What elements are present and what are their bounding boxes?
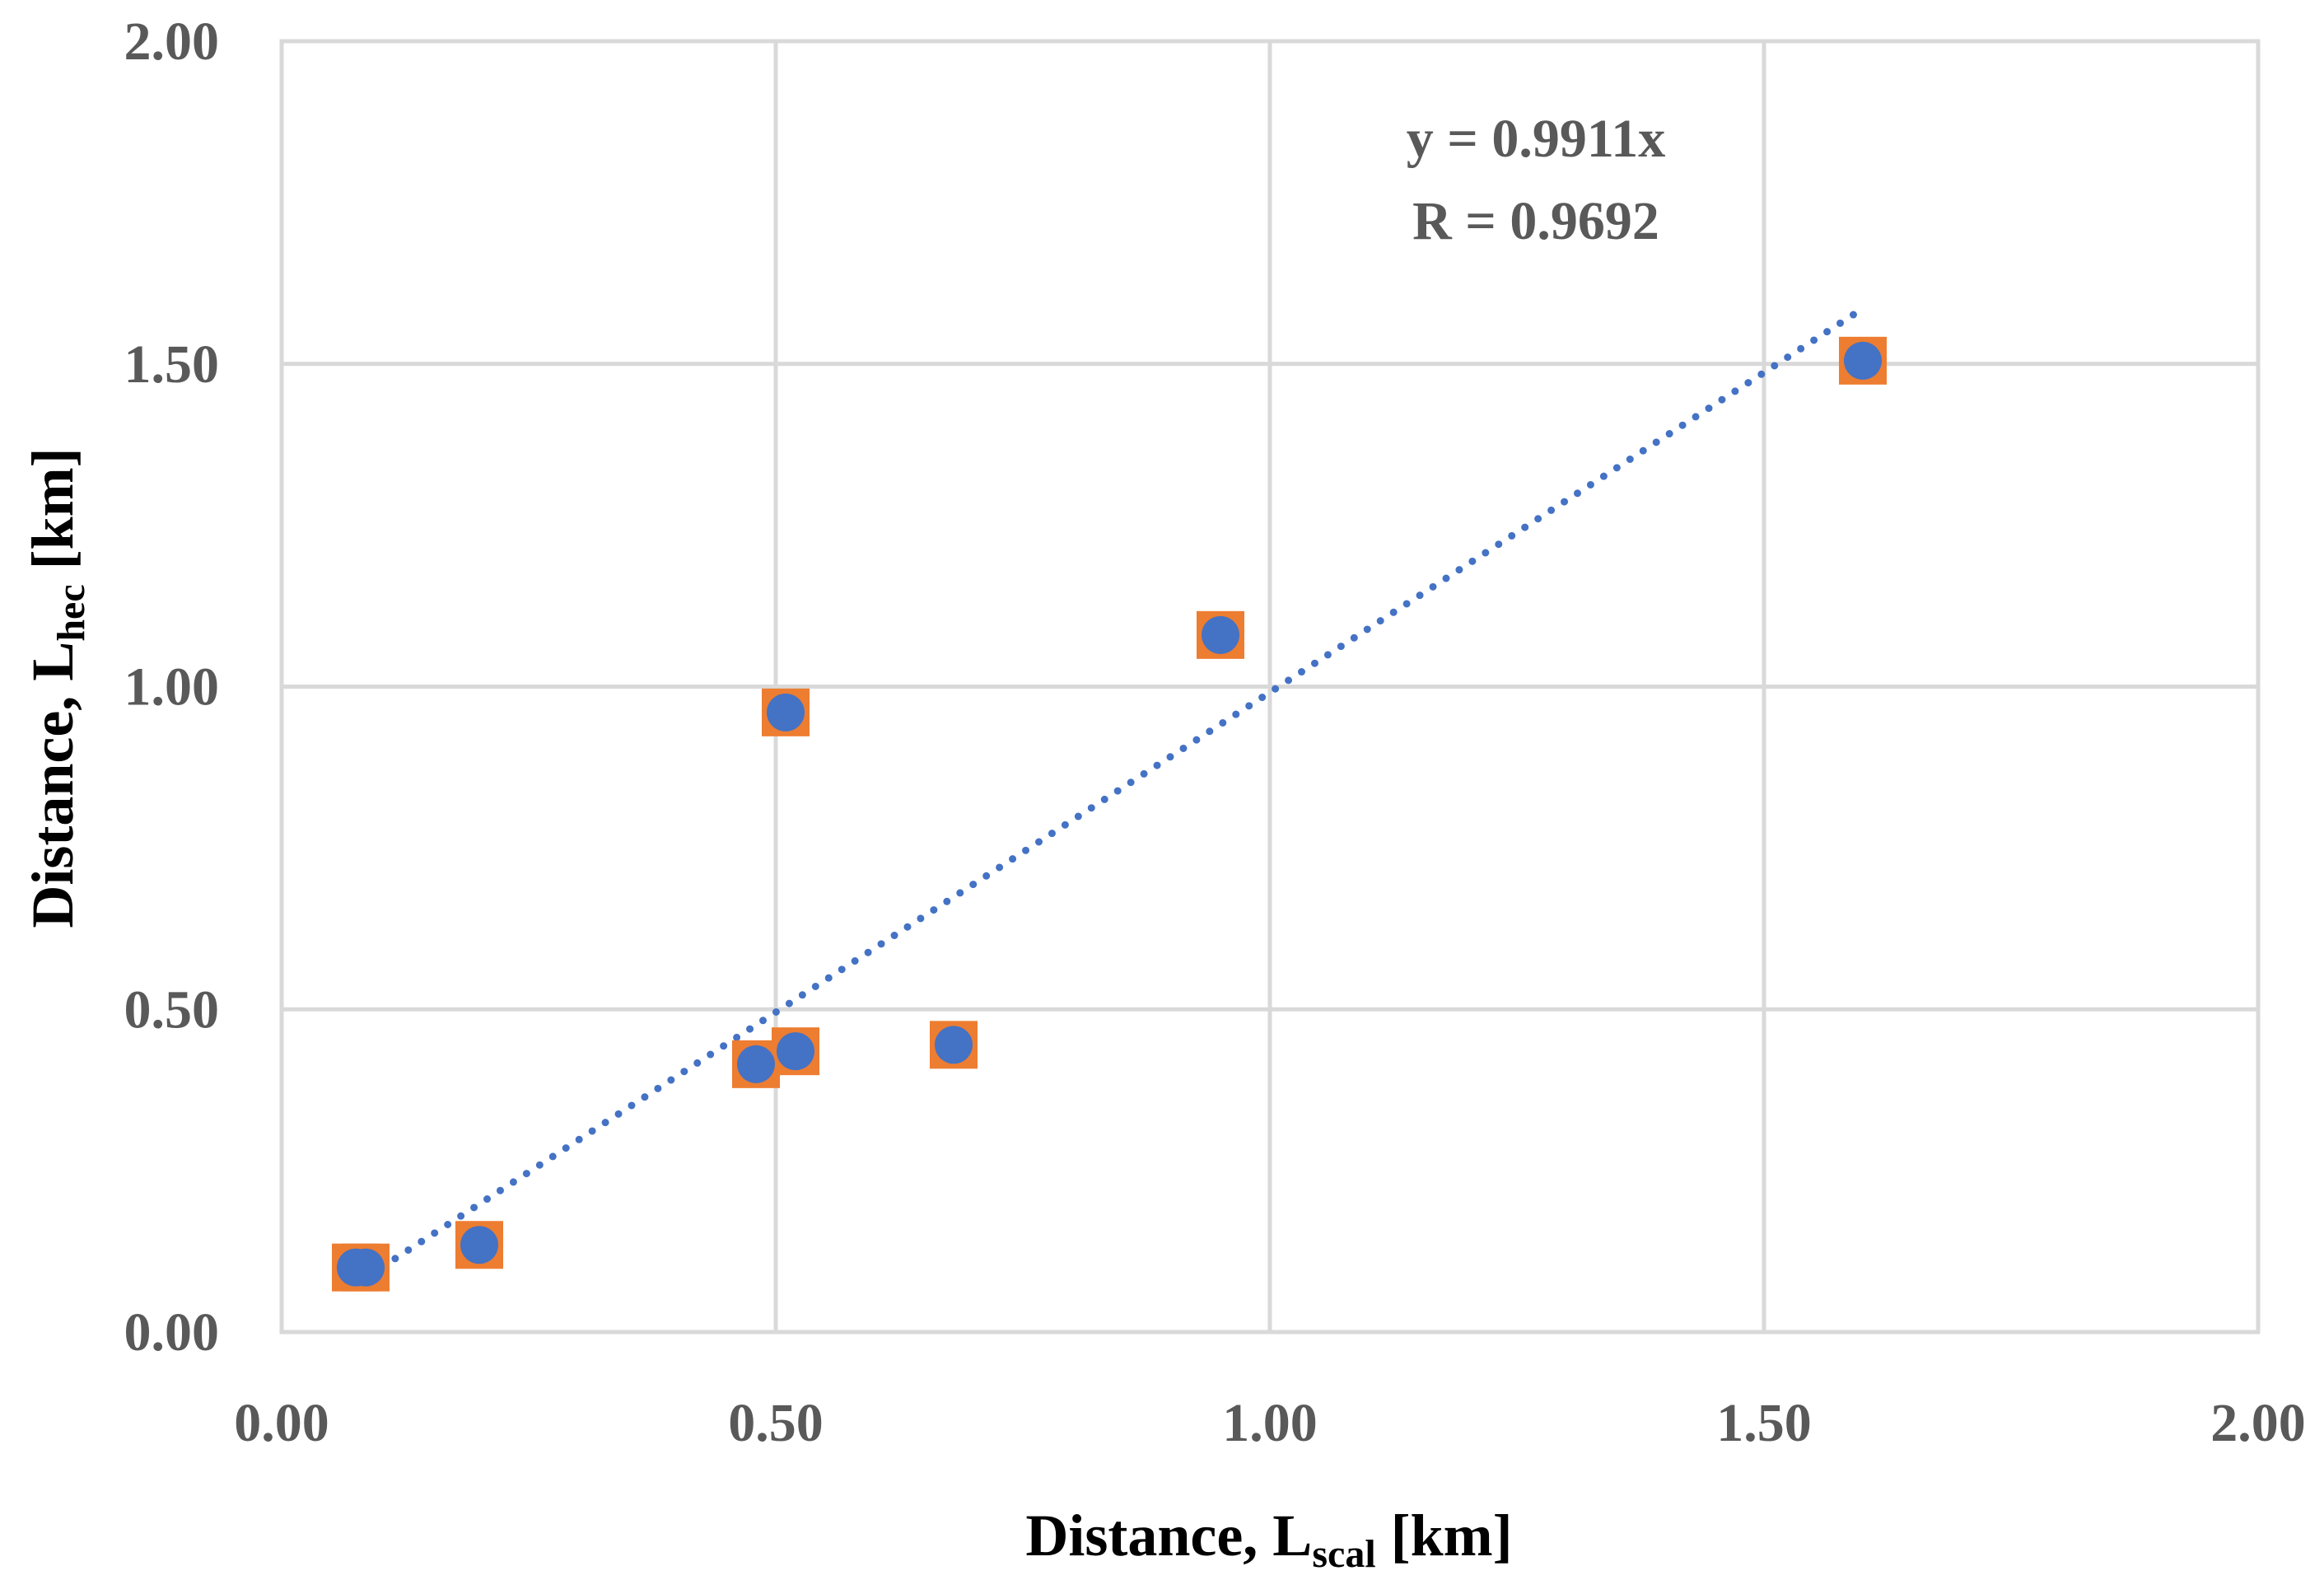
x-axis-title-subscript: scal [1312,1532,1375,1576]
y-axis-title: Distance, Lhec [km] [20,447,93,928]
x-tick-label: 2.00 [2210,1393,2306,1453]
circle-marker [1202,615,1239,654]
data-points [332,336,1887,1292]
y-axis-title-subscript: hec [49,584,93,641]
circle-marker [777,1032,814,1071]
plot-area [279,39,2261,1335]
x-axis-title: Distance, Lscal [km] [1025,1503,1512,1576]
y-axis-title-unit: [km] [20,447,86,584]
y-tick-label: 1.50 [124,334,220,395]
x-tick-label: 0.50 [728,1393,824,1453]
x-tick-label: 1.00 [1222,1393,1318,1453]
y-tick-label: 1.00 [124,657,220,718]
x-tick-label: 0.00 [234,1393,329,1453]
trendline-group [352,305,1867,1288]
circle-marker [460,1226,498,1264]
trendline-equation: y = 0.9911x [1407,109,1665,169]
trendline [352,305,1867,1288]
circle-marker [347,1248,385,1287]
y-tick-label: 0.00 [124,1302,220,1363]
x-axis-tick-labels: 0.00 0.50 1.00 1.50 2.00 [234,1393,2306,1453]
circle-marker [767,693,805,732]
x-tick-label: 1.50 [1716,1393,1812,1453]
y-axis-title-main: Distance, L [20,642,86,928]
y-tick-label: 0.50 [124,979,220,1040]
y-tick-label: 2.00 [124,12,220,72]
x-axis-title-main: Distance, L [1025,1503,1312,1568]
x-axis-title-unit: [km] [1376,1503,1513,1568]
circle-marker [1844,341,1882,380]
circle-marker [935,1026,973,1064]
trendline-r-value: R = 0.9692 [1412,191,1659,251]
y-axis-tick-labels: 0.00 0.50 1.00 1.50 2.00 [124,12,220,1363]
circle-marker [737,1045,775,1083]
